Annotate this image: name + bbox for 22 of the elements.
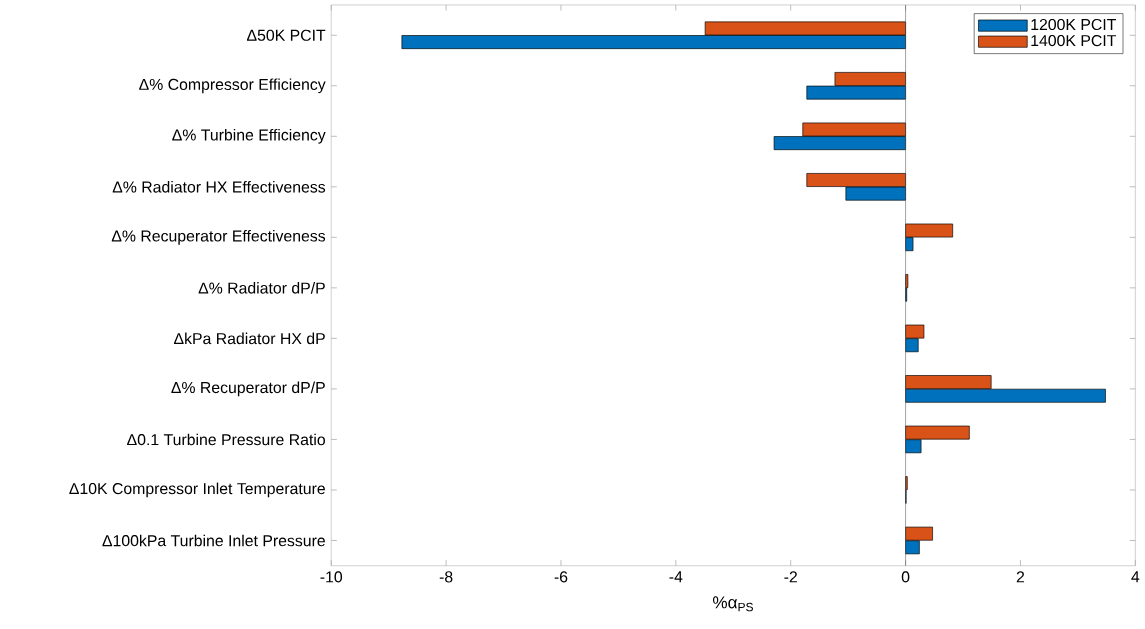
x-tick-label: 0 — [901, 571, 910, 583]
y-tick-label: Δ% Turbine Efficiency — [172, 128, 326, 144]
x-tick-label: -10 — [320, 571, 343, 583]
x-tick-label: 4 — [1131, 571, 1140, 583]
legend-label: 1200K PCIT — [1031, 18, 1117, 31]
x-tick-label: 2 — [1016, 571, 1025, 583]
legend-label: 1400K PCIT — [1031, 34, 1117, 47]
y-tick-label: Δ% Radiator HX Effectiveness — [112, 181, 326, 193]
x-tick-label: -2 — [784, 571, 797, 583]
x-tick-label: -8 — [439, 571, 453, 583]
y-tick-label: Δ% Radiator dP/P — [198, 282, 325, 294]
x-axis-title: %α$_{PS}$ — [712, 596, 753, 612]
x-tick-label: -6 — [554, 571, 568, 583]
y-tick-label: Δ100kPa Turbine Inlet Pressure — [102, 534, 325, 547]
y-tick-label: Δ50K PCIT — [247, 29, 326, 41]
y-tick-label: Δ% Recuperator dP/P — [171, 381, 325, 397]
y-tick-label: Δ0.1 Turbine Pressure Ratio — [127, 433, 325, 446]
y-tick-label: Δ% Compressor Efficiency — [139, 78, 326, 94]
y-tick-label: Δ10K Compressor Inlet Temperature — [69, 482, 325, 498]
y-tick-label: ΔkPa Radiator HX dP — [173, 332, 325, 345]
x-tick-label: -4 — [669, 571, 683, 583]
y-tick-label: Δ% Recuperator Effectiveness — [111, 229, 326, 245]
